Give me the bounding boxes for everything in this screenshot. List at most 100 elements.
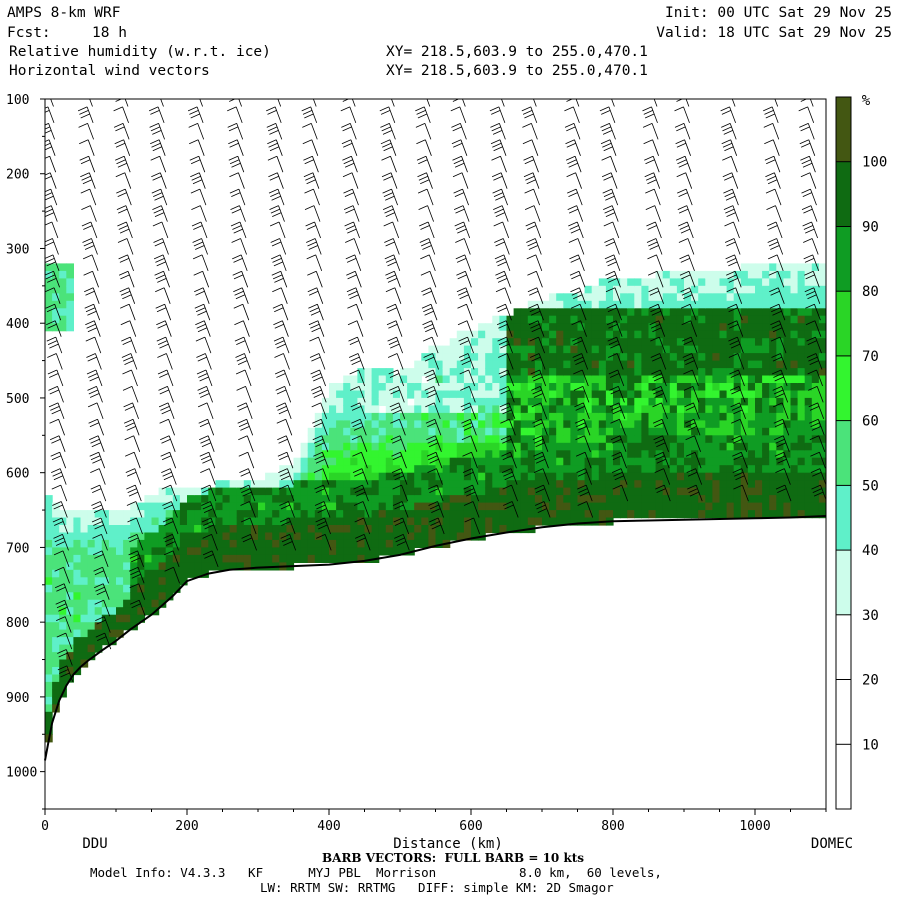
rh-cell bbox=[59, 592, 67, 601]
rh-cell bbox=[818, 487, 826, 496]
rh-cell bbox=[116, 592, 124, 601]
wind-barb bbox=[498, 353, 514, 370]
rh-cell bbox=[357, 420, 366, 429]
rh-cell bbox=[648, 487, 657, 496]
rh-cell bbox=[534, 502, 543, 511]
rh-cell bbox=[343, 547, 351, 556]
rh-cell bbox=[584, 435, 593, 444]
rh-cell bbox=[620, 450, 628, 459]
rh-cell bbox=[520, 330, 529, 339]
rh-cell bbox=[726, 487, 735, 496]
rh-cell bbox=[456, 412, 465, 421]
rh-cell bbox=[478, 502, 486, 511]
rh-cell bbox=[549, 308, 557, 317]
wind-barb bbox=[531, 402, 548, 420]
rh-cell bbox=[378, 539, 387, 548]
wind-barb bbox=[577, 501, 594, 518]
rh-cell bbox=[123, 569, 131, 578]
rh-cell bbox=[123, 562, 131, 571]
rh-cell bbox=[463, 457, 472, 466]
wind-barb bbox=[567, 205, 584, 222]
rh-cell bbox=[698, 375, 706, 384]
rh-cell bbox=[726, 338, 735, 347]
rh-cell bbox=[73, 622, 82, 631]
rh-cell bbox=[577, 442, 586, 451]
rh-cell bbox=[804, 383, 813, 392]
rh-cell bbox=[229, 562, 238, 571]
rh-cell bbox=[698, 390, 706, 399]
rh-cell bbox=[783, 263, 792, 272]
rh-cell bbox=[648, 405, 657, 414]
rh-cell bbox=[570, 487, 579, 496]
wind-barb bbox=[160, 99, 164, 107]
rh-cell bbox=[336, 480, 344, 489]
wind-barb bbox=[126, 484, 142, 502]
rh-cell bbox=[755, 368, 763, 377]
rh-cell bbox=[705, 375, 713, 384]
rh-cell bbox=[265, 480, 273, 489]
rh-cell bbox=[463, 345, 472, 354]
rh-cell bbox=[137, 607, 145, 616]
wind-barb bbox=[240, 501, 256, 518]
rh-cell bbox=[598, 420, 607, 429]
rh-cell bbox=[101, 517, 110, 526]
rh-cell bbox=[300, 495, 309, 504]
rh-cell bbox=[584, 480, 593, 489]
wind-barb bbox=[600, 123, 616, 140]
rh-cell bbox=[648, 383, 657, 392]
rh-cell bbox=[740, 353, 749, 362]
rh-cell bbox=[506, 450, 515, 459]
rh-cell bbox=[641, 338, 650, 347]
rh-cell bbox=[818, 457, 826, 466]
rh-cell bbox=[783, 510, 792, 519]
rh-cell bbox=[804, 472, 813, 481]
rh-cell bbox=[116, 539, 124, 548]
rh-cell bbox=[783, 390, 792, 399]
rh-cell bbox=[222, 495, 231, 504]
rh-cell bbox=[527, 397, 536, 406]
rh-cell bbox=[506, 368, 515, 377]
rh-cell bbox=[570, 315, 579, 324]
wind-barb bbox=[502, 484, 518, 502]
rh-cell bbox=[698, 278, 706, 287]
wind-barb bbox=[605, 287, 622, 304]
rh-cell bbox=[726, 420, 735, 429]
rh-cell bbox=[698, 368, 706, 377]
rh-cell bbox=[421, 472, 429, 481]
rh-cell bbox=[428, 375, 437, 384]
wind-barb bbox=[86, 353, 102, 370]
rh-cell bbox=[584, 293, 593, 302]
rh-cell bbox=[705, 495, 713, 504]
rh-cell bbox=[165, 577, 174, 586]
rh-cell bbox=[570, 510, 579, 519]
rh-cell bbox=[563, 465, 571, 474]
rh-cell bbox=[705, 457, 713, 466]
rh-cell bbox=[676, 353, 685, 362]
rh-cell bbox=[456, 338, 465, 347]
wind-barb bbox=[650, 353, 667, 370]
rh-cell bbox=[804, 457, 813, 466]
rh-cell bbox=[52, 681, 60, 690]
rh-cell bbox=[641, 480, 650, 489]
rh-cell bbox=[151, 532, 160, 541]
wind-barb bbox=[153, 238, 169, 255]
rh-cell bbox=[684, 435, 692, 444]
wind-barb bbox=[525, 221, 542, 239]
rh-cell bbox=[584, 308, 593, 317]
rh-cell bbox=[542, 323, 550, 332]
wind-barb bbox=[123, 402, 139, 420]
rh-cell bbox=[790, 315, 799, 324]
wind-barb bbox=[379, 106, 396, 124]
rh-cell bbox=[549, 375, 557, 384]
rh-cell bbox=[790, 412, 799, 421]
wind-barb bbox=[83, 270, 99, 288]
rh-cell bbox=[94, 577, 103, 586]
rh-cell bbox=[94, 607, 103, 616]
rh-cell bbox=[705, 435, 713, 444]
rh-cell bbox=[620, 300, 628, 309]
rh-cell bbox=[499, 517, 508, 526]
rh-cell bbox=[385, 472, 394, 481]
wind-barb bbox=[801, 205, 818, 222]
rh-cell bbox=[627, 465, 635, 474]
rh-cell bbox=[343, 412, 351, 421]
